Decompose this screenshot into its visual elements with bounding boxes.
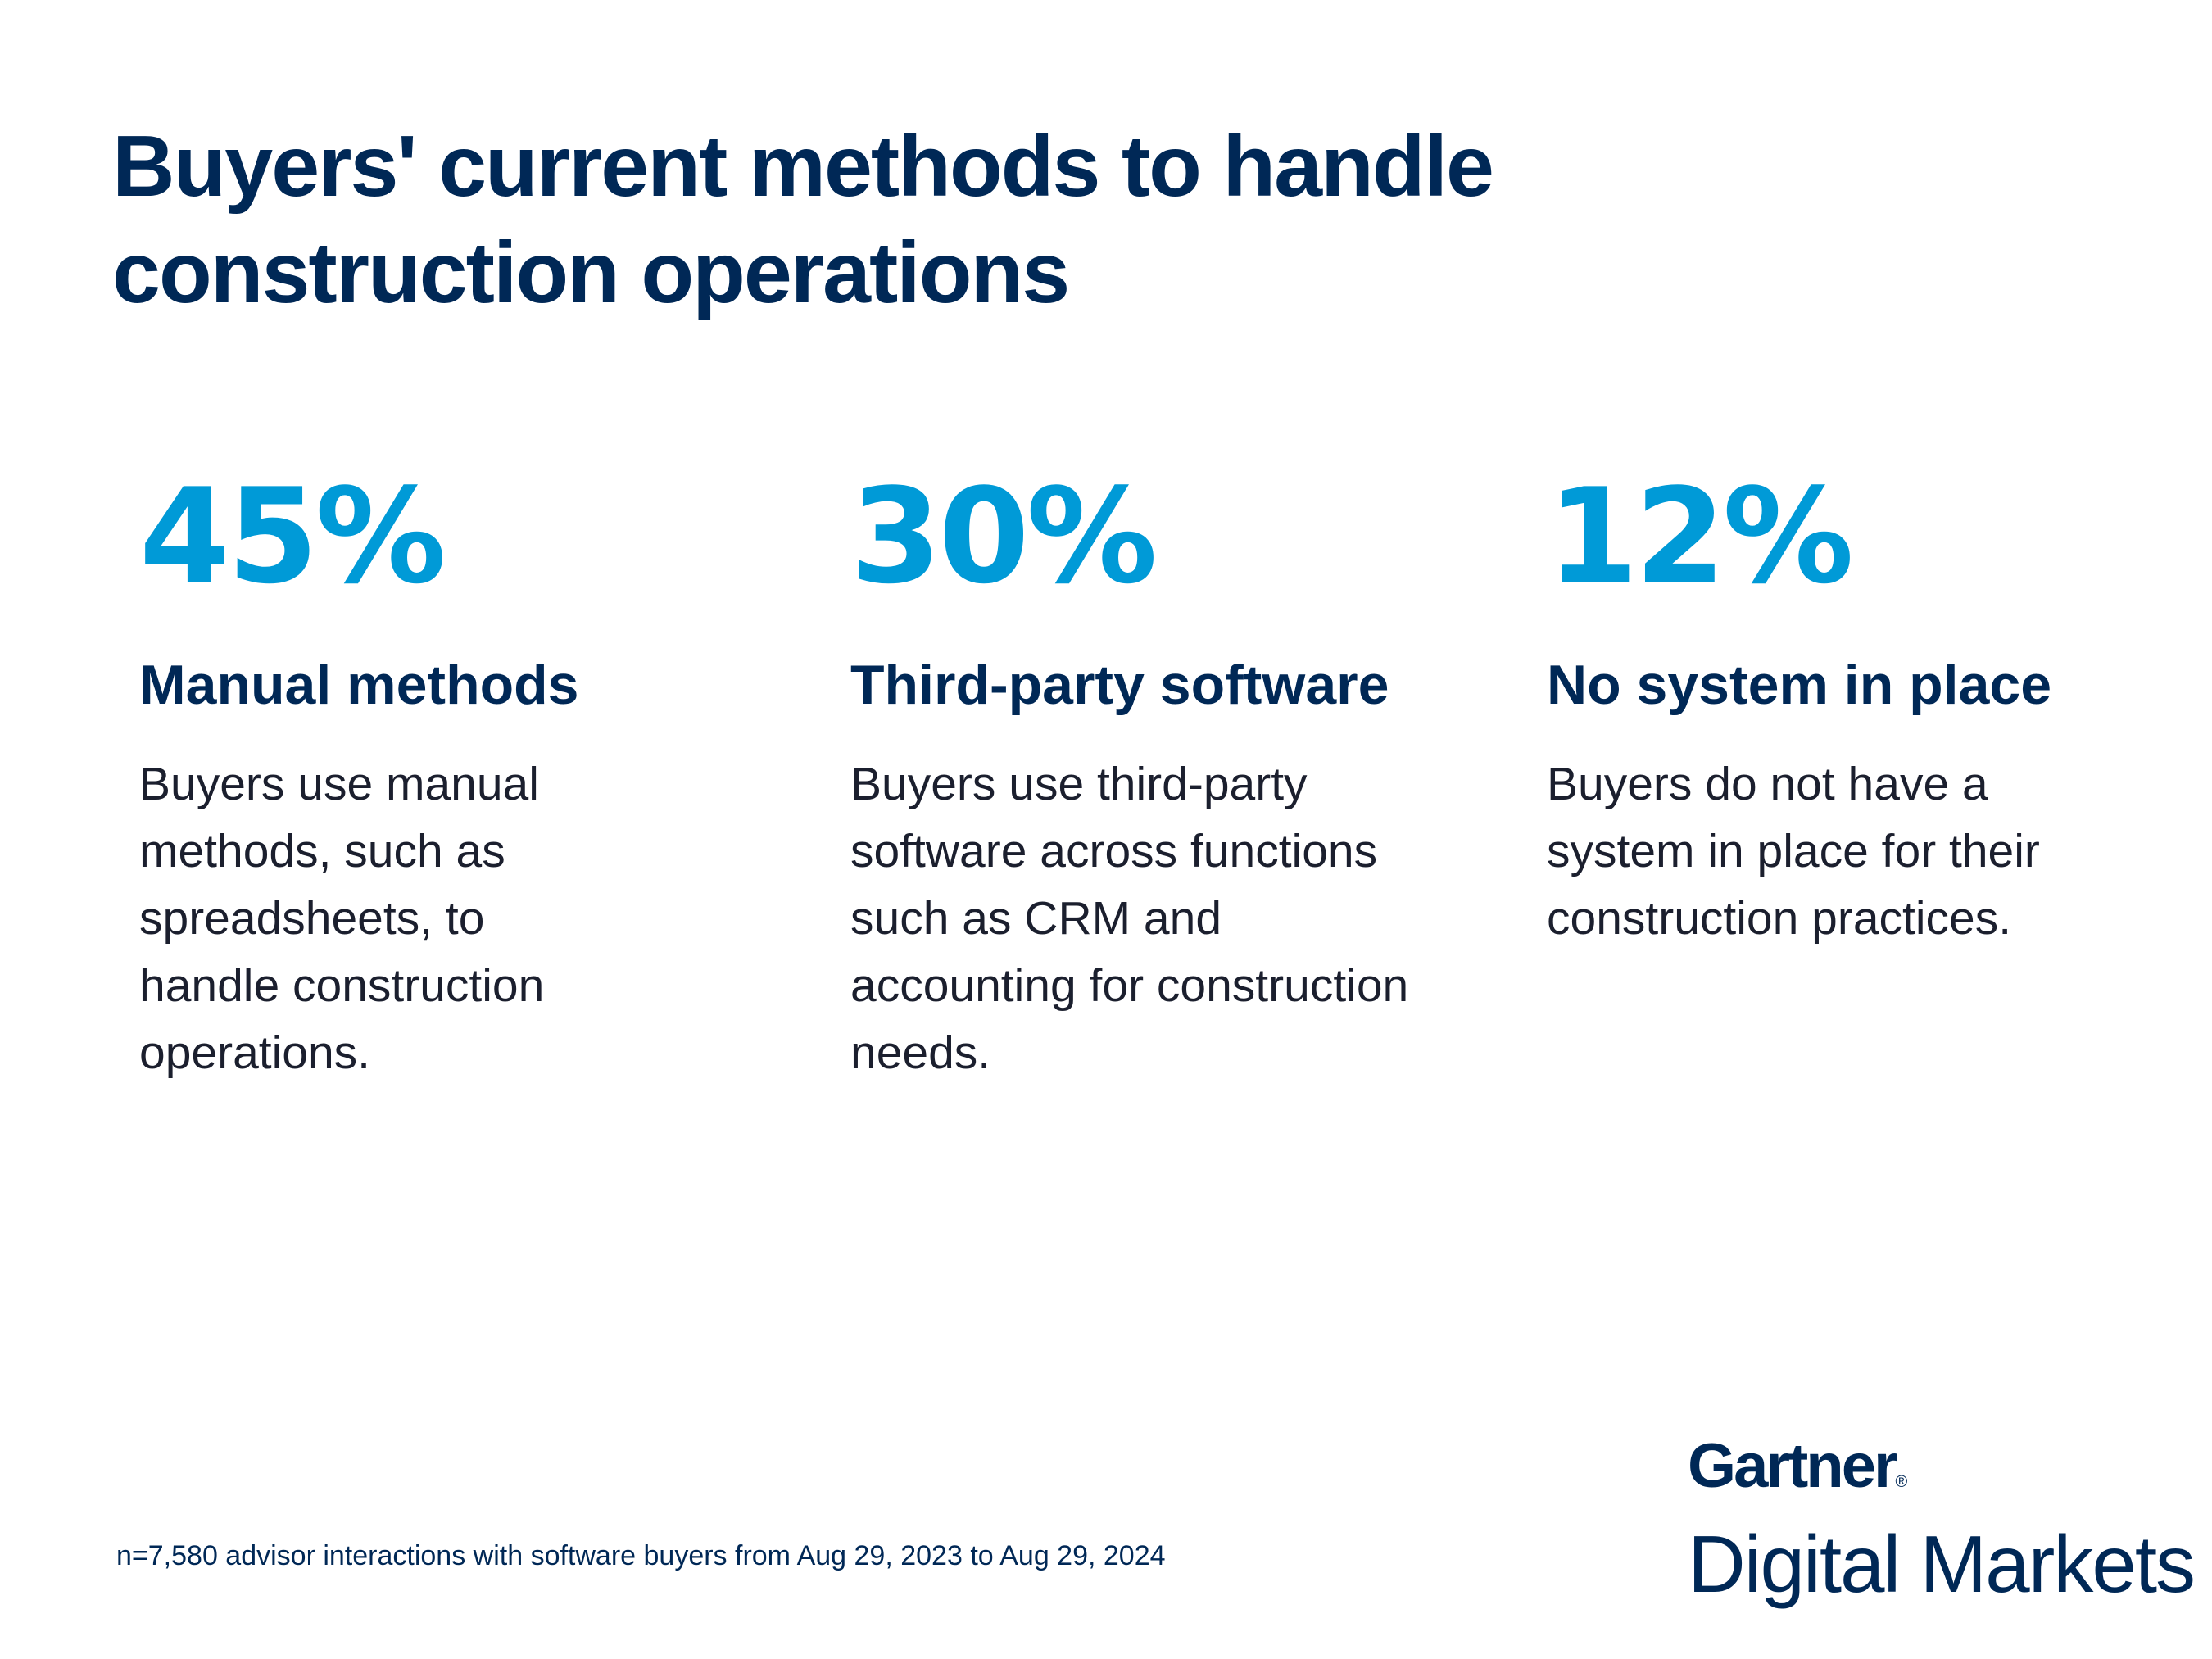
stat-card-manual: 45% Manual methods Buyers use manual met… bbox=[139, 467, 762, 1086]
stat-label: Manual methods bbox=[139, 654, 579, 716]
stat-card-third-party: 30% Third-party software Buyers use thir… bbox=[850, 467, 1473, 1086]
stat-label: Third-party software bbox=[850, 654, 1389, 716]
stat-description: Buyers use third-party software across f… bbox=[850, 758, 1409, 1079]
registered-mark: ® bbox=[1895, 1473, 1908, 1491]
footnote: n=7,580 advisor interactions with softwa… bbox=[116, 1540, 1166, 1571]
page-title: Buyers' current methods to handle constr… bbox=[112, 113, 1915, 326]
stat-description: Buyers use manual methods, such as sprea… bbox=[139, 758, 545, 1079]
logo-brand-text: Gartner bbox=[1688, 1431, 1898, 1501]
logo-brand: Gartner® bbox=[1688, 1430, 2194, 1519]
stat-value: 30% bbox=[850, 460, 1158, 613]
gartner-digital-markets-logo: Gartner® Digital Markets bbox=[1688, 1430, 2196, 1609]
stat-value: 45% bbox=[139, 460, 446, 613]
stat-label: No system in place bbox=[1547, 654, 2052, 716]
title-line-2: construction operations bbox=[112, 224, 1070, 321]
stat-description: Buyers do not have a system in place for… bbox=[1547, 758, 2040, 945]
title-line-1: Buyers' current methods to handle bbox=[112, 118, 1494, 215]
stat-value: 12% bbox=[1547, 460, 1854, 613]
logo-product: Digital Markets bbox=[1688, 1519, 2196, 1609]
stat-card-no-system: 12% No system in place Buyers do not hav… bbox=[1547, 467, 2169, 952]
